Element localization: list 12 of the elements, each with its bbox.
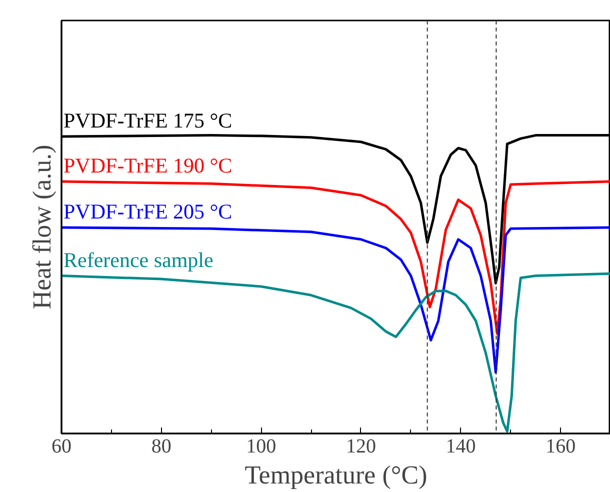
x-tick-label: 80 [151,436,172,458]
series-label: PVDF-TrFE 205 °C [64,199,232,224]
x-tick-label: 160 [546,436,576,458]
x-tick-label: 100 [246,436,276,458]
series-label: PVDF-TrFE 175 °C [64,108,232,132]
series-label: PVDF-TrFE 190 °C [64,154,232,178]
y-axis-title: Heat flow (a.u.) [28,144,56,310]
series-label: Reference sample [64,248,214,272]
x-tick-label: 140 [446,436,476,458]
x-axis-title: Temperature (°C) [244,460,428,490]
x-tick-label: 60 [52,436,72,458]
x-tick-label: 120 [346,436,376,458]
